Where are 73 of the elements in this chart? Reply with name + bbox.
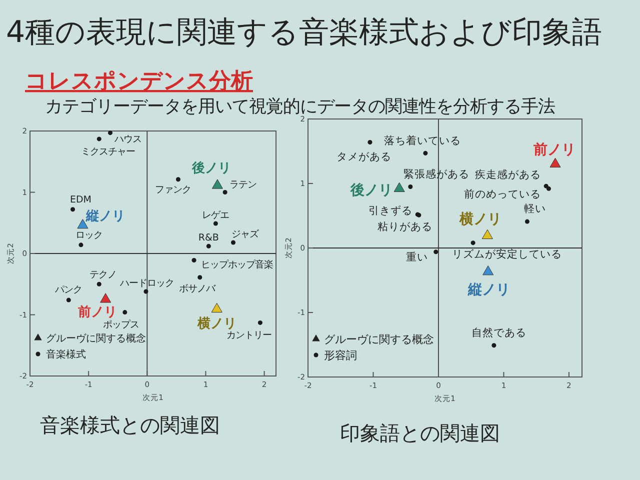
annotation: 前ノリ: [532, 142, 576, 158]
point: [222, 190, 228, 195]
legend-label: 音楽様式: [46, 348, 86, 360]
annotation: R&B: [198, 232, 219, 244]
annotation: パンク: [54, 284, 82, 296]
point: [482, 229, 493, 240]
point: [198, 275, 202, 280]
point: [78, 242, 84, 248]
point: [230, 240, 236, 245]
annotation: 横ノリ: [196, 316, 236, 332]
point: [192, 258, 196, 262]
point: [470, 240, 476, 246]
point: [144, 289, 148, 294]
point: [96, 282, 102, 286]
annotation: EDM: [70, 194, 92, 206]
point: [482, 266, 494, 276]
legend-label: 形容詞: [324, 348, 357, 362]
annotation: 縦ノリ: [85, 208, 126, 224]
annotation: テクノ: [90, 269, 117, 280]
point: [211, 302, 222, 313]
annotation: 後ノリ: [349, 182, 392, 199]
point: [212, 179, 223, 189]
point: [492, 343, 496, 348]
point: [550, 158, 561, 168]
annotation: 自然である: [471, 327, 526, 340]
annotation: ジャズ: [232, 228, 260, 240]
point: [70, 207, 76, 212]
annotation: 前ノリ: [77, 304, 118, 320]
annotation: 横ノリ: [458, 212, 502, 228]
point: [423, 150, 428, 156]
point: [394, 182, 405, 192]
text: 音楽様式との関連図: [40, 413, 220, 437]
annotation: ボサノバ: [178, 284, 216, 295]
point: [408, 184, 413, 189]
point: [524, 219, 530, 224]
point: [546, 186, 551, 191]
annotation: レゲエ: [202, 210, 230, 221]
annotation: 疾走感がある: [475, 168, 542, 181]
annotation: ヒップホップ音楽: [201, 260, 273, 271]
text: カテゴリーデータを用いて視覚的にデータの関連性を分析する手法: [45, 97, 555, 117]
annotation: ハウス: [114, 134, 142, 146]
annotation: リズムが安定している: [452, 248, 562, 261]
annotation: グルーヴに関する概念: [324, 332, 434, 346]
annotation: ロック: [75, 230, 102, 242]
point: [434, 250, 438, 254]
annotation: 前のめっている: [464, 188, 542, 200]
annotation: タメがある: [336, 150, 392, 163]
text: 印象語との関連図: [340, 421, 500, 445]
annotation: 後ノリ: [190, 160, 231, 176]
point: [66, 298, 71, 302]
point: [213, 221, 218, 226]
annotation: ミクスチャー: [81, 146, 136, 158]
annotation: 引きずる: [368, 204, 413, 218]
annotation: 重い: [406, 250, 428, 264]
point: [122, 310, 128, 315]
annotation: ラテン: [230, 180, 257, 191]
chart-subtitle: コレスポンデンス分析: [25, 69, 253, 94]
chart-title: 4種の表現に関連する音楽様式および印象語: [6, 15, 602, 50]
point: [206, 244, 211, 248]
point: [176, 177, 180, 182]
annotation: カントリー: [226, 330, 272, 342]
point: [108, 130, 112, 136]
annotation: グルーヴに関する概念: [46, 332, 146, 344]
annotation: ファンク: [155, 184, 192, 196]
annotation: 粘りがある: [377, 220, 432, 233]
point: [258, 320, 262, 325]
annotation: ポップス: [102, 320, 139, 331]
point: [100, 293, 112, 303]
annotation: 軽い: [524, 203, 546, 216]
point: [368, 140, 372, 144]
point: [96, 136, 102, 142]
annotation: 落ち着いている: [384, 134, 461, 147]
annotation: 縦ノリ: [467, 282, 510, 298]
